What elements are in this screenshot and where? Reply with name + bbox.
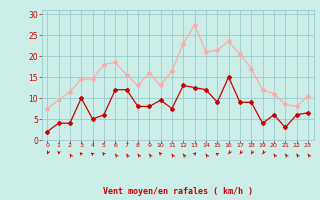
Text: Vent moyen/en rafales ( km/h ): Vent moyen/en rafales ( km/h ) (103, 187, 252, 196)
